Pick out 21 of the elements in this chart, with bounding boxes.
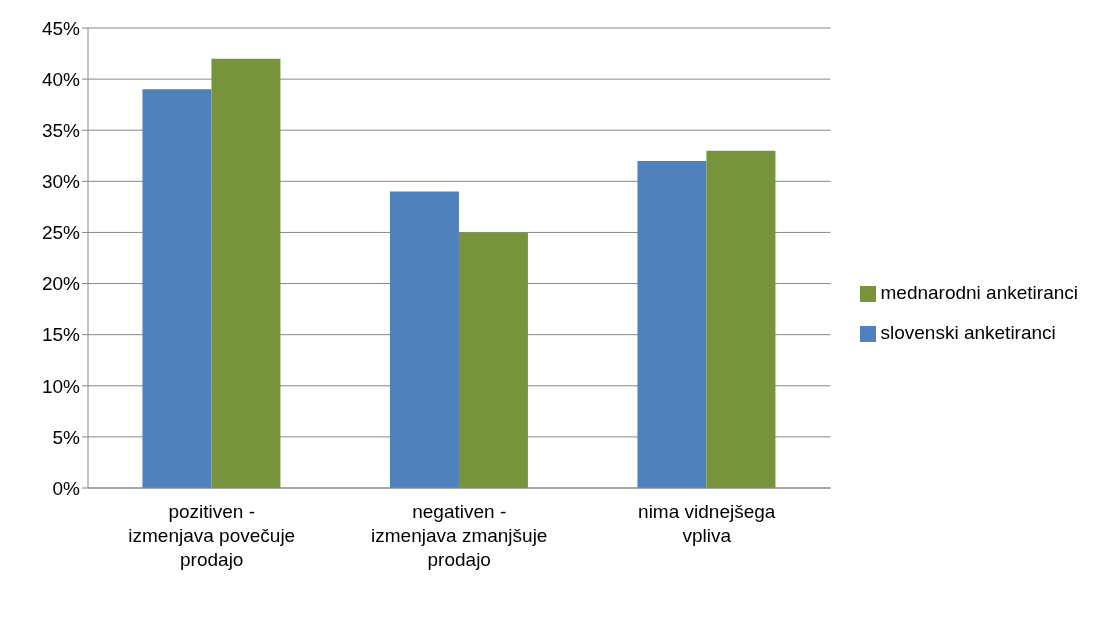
y-tick-label: 0% (52, 477, 81, 499)
y-tick-label: 25% (41, 222, 81, 244)
bar (389, 191, 459, 488)
bar (142, 89, 212, 488)
bar (458, 232, 528, 488)
y-tick-label: 30% (41, 171, 81, 193)
y-tick-label: 15% (41, 324, 81, 346)
y-tick-label: 35% (41, 119, 81, 141)
y-tick-label: 40% (41, 68, 81, 90)
y-tick-label: 10% (41, 375, 81, 397)
legend-label: slovenski anketiranci (880, 322, 1056, 343)
y-tick-label: 20% (41, 273, 81, 295)
y-tick-label: 5% (52, 426, 81, 448)
x-tick-label: nima vidnejšega vpliva (638, 501, 776, 546)
y-tick-label: 45% (41, 17, 81, 39)
bar (706, 150, 776, 488)
bar (211, 58, 281, 488)
x-tick-label: negativen - izmenjava zmanjšuje prodajo (371, 501, 548, 570)
bar (637, 160, 707, 488)
legend-label: mednarodni anketiranci (880, 282, 1078, 303)
x-tick-label: pozitiven - izmenjava povečuje prodajo (128, 501, 296, 570)
